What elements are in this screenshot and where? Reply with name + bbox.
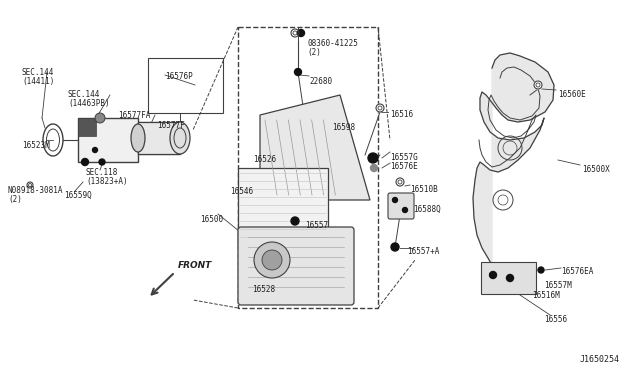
Text: (2): (2) — [307, 48, 321, 57]
Text: 16559Q: 16559Q — [64, 191, 92, 200]
Ellipse shape — [131, 124, 145, 152]
Circle shape — [538, 267, 544, 273]
Circle shape — [490, 272, 497, 279]
Text: 16516: 16516 — [390, 110, 413, 119]
Text: 16526: 16526 — [253, 155, 276, 164]
Circle shape — [396, 178, 404, 186]
Circle shape — [291, 217, 299, 225]
Circle shape — [81, 158, 88, 166]
Circle shape — [403, 208, 408, 212]
Circle shape — [534, 81, 542, 89]
Circle shape — [506, 275, 513, 282]
Text: 16516M: 16516M — [532, 291, 560, 300]
Circle shape — [298, 29, 305, 36]
Circle shape — [376, 104, 384, 112]
Text: 16510B: 16510B — [410, 185, 438, 194]
Circle shape — [368, 153, 378, 163]
Text: 16557M: 16557M — [544, 281, 572, 290]
Text: SEC.144: SEC.144 — [68, 90, 100, 99]
Ellipse shape — [170, 122, 190, 154]
Text: 16546: 16546 — [230, 187, 253, 196]
Polygon shape — [473, 53, 554, 265]
FancyBboxPatch shape — [238, 227, 354, 305]
Text: 16556: 16556 — [544, 315, 567, 324]
Text: 16577F: 16577F — [157, 121, 185, 130]
Text: 16576E: 16576E — [390, 162, 418, 171]
Text: 08360-41225: 08360-41225 — [307, 39, 358, 48]
Text: 22680: 22680 — [309, 77, 332, 86]
Bar — [78, 118, 96, 136]
FancyBboxPatch shape — [388, 193, 414, 219]
Text: 16528: 16528 — [252, 285, 275, 294]
Text: 16560E: 16560E — [558, 90, 586, 99]
Text: 16576EA: 16576EA — [561, 267, 593, 276]
Circle shape — [371, 164, 378, 171]
Text: (2): (2) — [8, 195, 22, 204]
Circle shape — [93, 148, 97, 153]
Circle shape — [392, 198, 397, 202]
Bar — [481, 262, 536, 294]
Bar — [78, 118, 138, 162]
Circle shape — [391, 243, 399, 251]
Text: FRONT: FRONT — [178, 261, 212, 270]
Text: 16577FA: 16577FA — [118, 111, 150, 120]
Text: (14411): (14411) — [22, 77, 54, 86]
Text: (14463PB): (14463PB) — [68, 99, 109, 108]
Text: 16588Q: 16588Q — [413, 205, 441, 214]
Text: 16598: 16598 — [332, 123, 355, 132]
Polygon shape — [260, 95, 370, 200]
Circle shape — [99, 159, 105, 165]
Text: 16500: 16500 — [200, 215, 223, 224]
Text: 16557: 16557 — [305, 221, 328, 230]
Text: J1650254: J1650254 — [580, 355, 620, 364]
Circle shape — [27, 182, 33, 188]
Text: SEC.118: SEC.118 — [86, 168, 118, 177]
Circle shape — [254, 242, 290, 278]
Text: N08918-3081A: N08918-3081A — [8, 186, 63, 195]
Bar — [238, 27, 378, 308]
Text: 16576P: 16576P — [165, 72, 193, 81]
Text: 16557+A: 16557+A — [407, 247, 440, 256]
Circle shape — [294, 68, 301, 76]
Circle shape — [93, 148, 97, 153]
Text: SEC.144: SEC.144 — [22, 68, 54, 77]
Bar — [148, 58, 223, 113]
Circle shape — [95, 113, 105, 123]
Text: 16500X: 16500X — [582, 165, 610, 174]
Text: (13823+A): (13823+A) — [86, 177, 127, 186]
Text: 16523M: 16523M — [22, 141, 50, 150]
Circle shape — [262, 250, 282, 270]
Bar — [138, 122, 180, 154]
Bar — [238, 168, 328, 248]
Text: 16557G: 16557G — [390, 153, 418, 162]
Circle shape — [291, 29, 299, 37]
